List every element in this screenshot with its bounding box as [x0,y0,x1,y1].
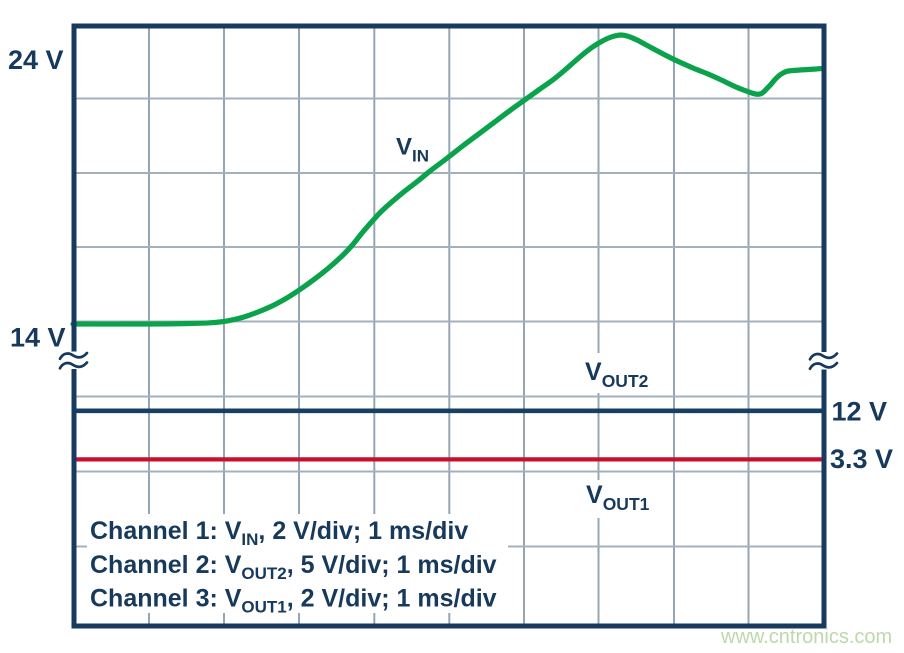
svg-text:www.cntronics.com: www.cntronics.com [720,626,892,648]
svg-text:3.3 V: 3.3 V [830,444,893,474]
svg-text:Channel 1: VIN, 2 V/div; 1 ms/: Channel 1: VIN, 2 V/div; 1 ms/div [90,517,468,549]
svg-text:14 V: 14 V [10,323,66,353]
svg-text:24 V: 24 V [8,45,64,75]
svg-text:Channel 3: VOUT1, 2 V/div; 1 m: Channel 3: VOUT1, 2 V/div; 1 ms/div [90,585,497,617]
svg-text:12 V: 12 V [832,397,888,427]
svg-text:Channel 2: VOUT2, 5 V/div; 1 m: Channel 2: VOUT2, 5 V/div; 1 ms/div [90,551,497,583]
